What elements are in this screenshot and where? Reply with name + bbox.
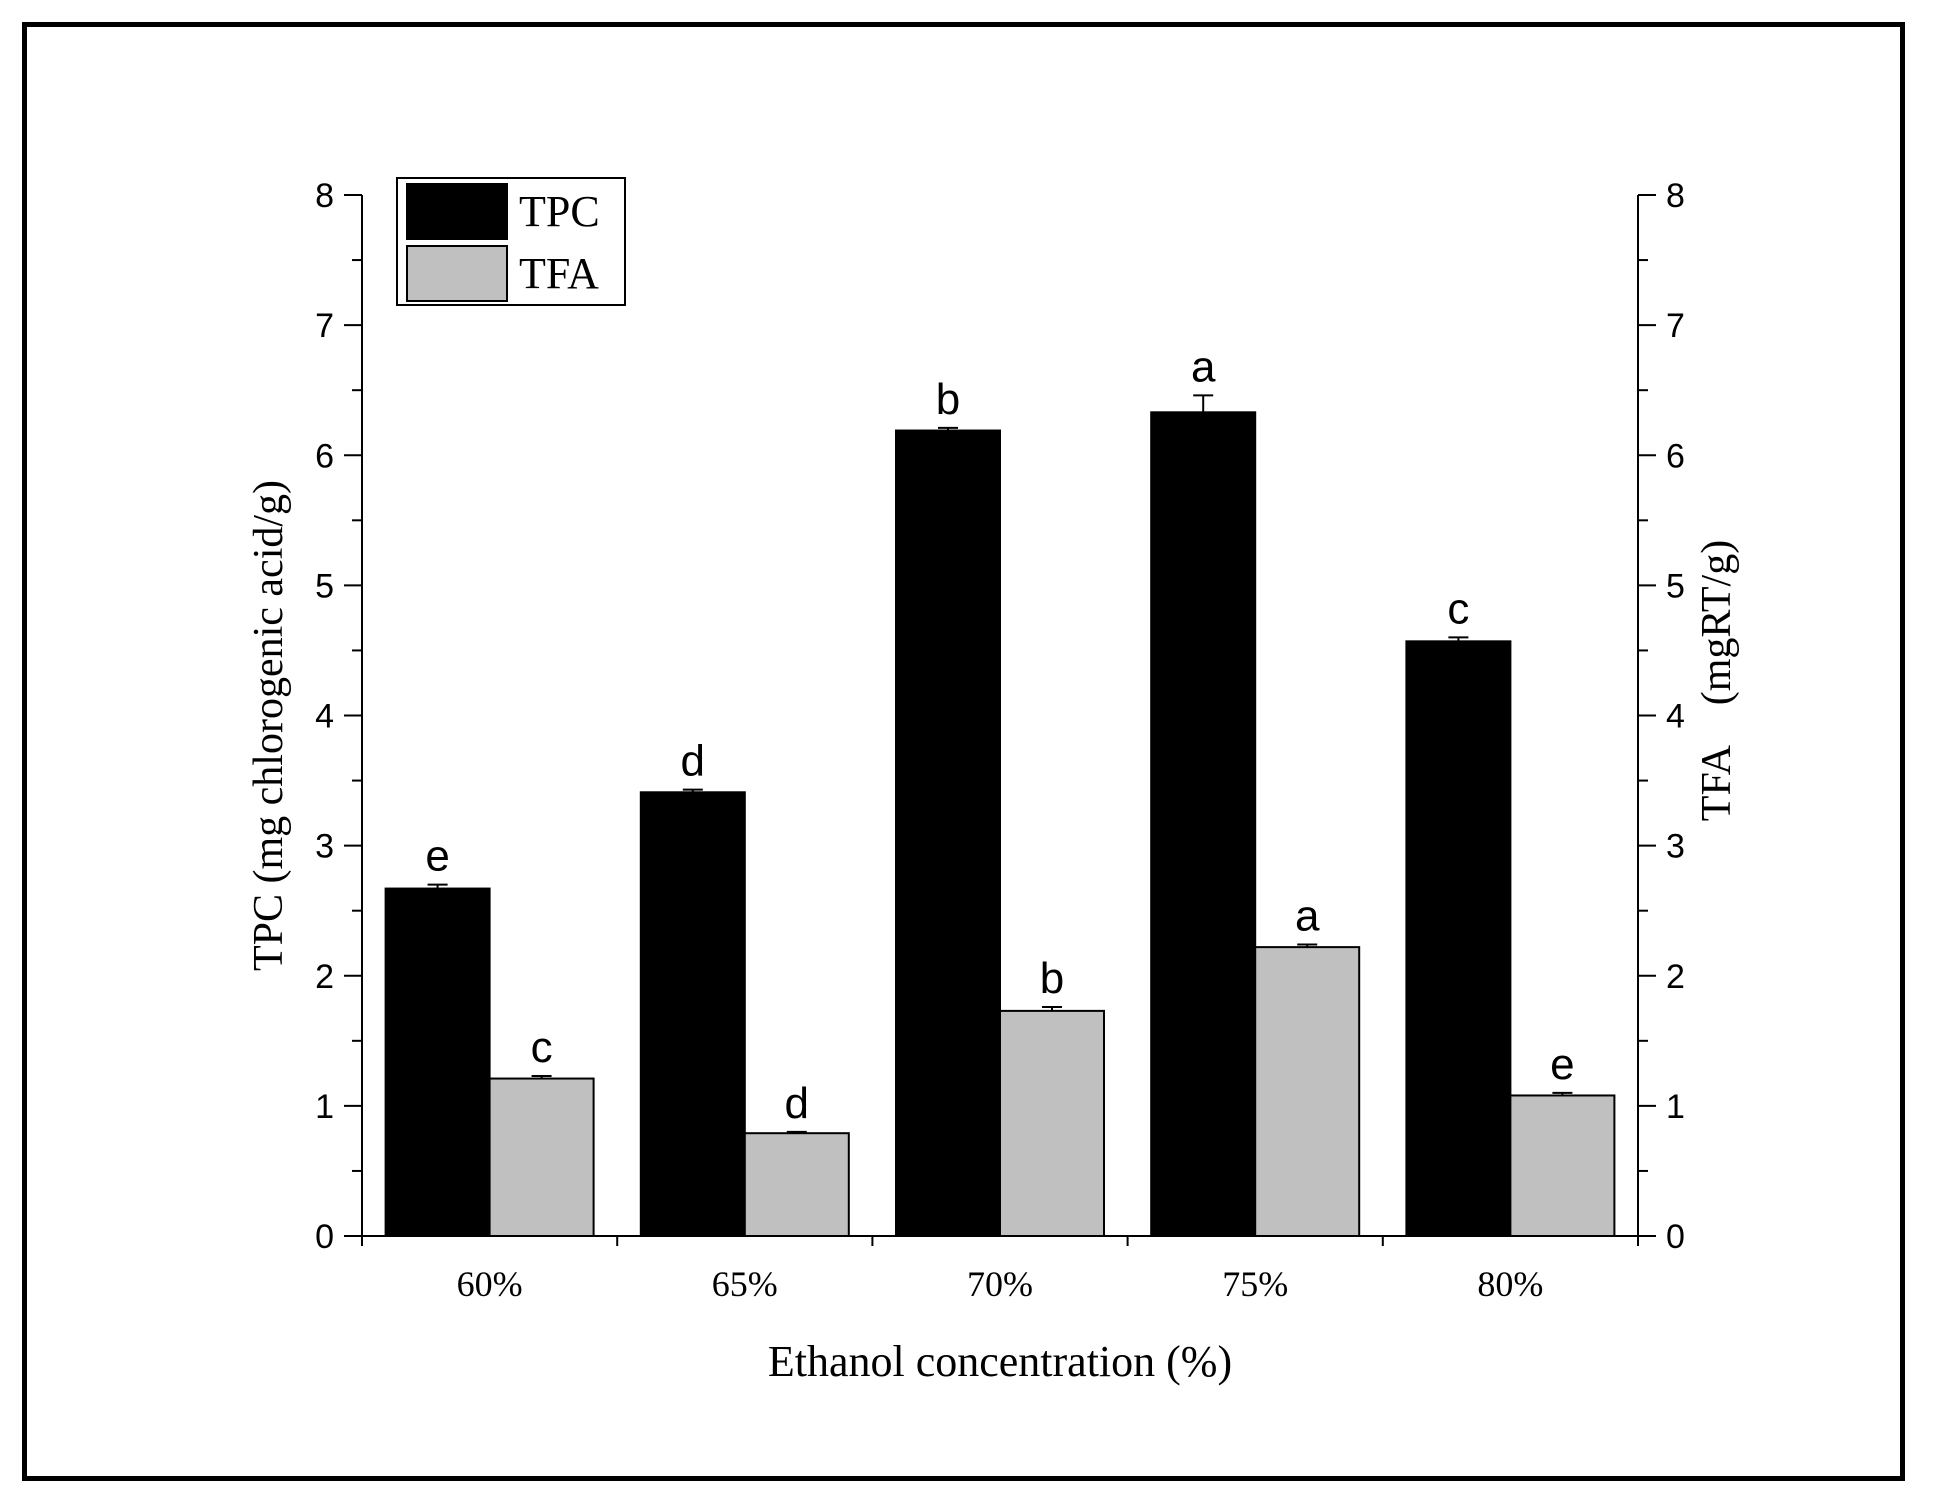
significance-letter: d	[785, 1079, 809, 1128]
y-tick-label-right: 4	[1666, 698, 1685, 736]
y-tick-label-left: 0	[315, 1218, 334, 1256]
bar-tpc-60	[384, 887, 491, 1237]
legend-swatch-tpc	[406, 183, 508, 240]
x-axis-title: Ethanol concentration (%)	[768, 1337, 1232, 1386]
y-tick-label-left: 8	[315, 177, 334, 215]
significance-letter: a	[1295, 892, 1320, 941]
significance-letter: b	[1040, 954, 1064, 1003]
bar-tfa-80	[1509, 1094, 1616, 1237]
bar-tfa-75	[1254, 946, 1361, 1237]
significance-letter: d	[681, 737, 705, 786]
significance-letter: a	[1191, 342, 1216, 391]
y-tick-label-right: 0	[1666, 1218, 1685, 1256]
y-tick-label-left: 6	[315, 437, 334, 475]
y-tick-label-left: 3	[315, 828, 334, 866]
bar-tpc-65	[639, 791, 746, 1237]
y-tick-label-right: 7	[1666, 307, 1685, 345]
bar-tpc-80	[1405, 640, 1512, 1237]
y-tick-label-left: 4	[315, 698, 334, 736]
y-tick-label-right: 3	[1666, 828, 1685, 866]
significance-letter: b	[936, 375, 960, 424]
y-tick-label-left: 2	[315, 958, 334, 996]
legend-label-tpc: TPC	[519, 187, 600, 236]
y-tick-label-right: 2	[1666, 958, 1685, 996]
bar-tpc-75	[1150, 411, 1257, 1237]
bar-tfa-60	[488, 1077, 595, 1237]
significance-letter: e	[1550, 1040, 1574, 1089]
x-tick-label: 70%	[967, 1264, 1033, 1304]
y-tick-label-right: 6	[1666, 437, 1685, 475]
bar-tpc-70	[895, 429, 1001, 1237]
x-tick-label: 75%	[1222, 1264, 1288, 1304]
y-tick-label-right: 5	[1666, 567, 1685, 605]
significance-letter: e	[425, 832, 449, 881]
y-tick-label-left: 5	[315, 567, 334, 605]
x-tick-label: 65%	[712, 1264, 778, 1304]
bar-tfa-70	[999, 1009, 1105, 1237]
legend-swatch-tfa	[406, 245, 508, 302]
y-tick-label-left: 7	[315, 307, 334, 345]
y-axis-title-right: TFA (mgRT/g)	[1694, 540, 1740, 821]
significance-letter: c	[531, 1023, 553, 1072]
legend-label-tfa: TFA	[519, 249, 599, 298]
x-tick-label: 60%	[457, 1264, 523, 1304]
bar-tfa-65	[743, 1132, 850, 1238]
y-axis-title-left: TPC (mg chlorogenic acid/g)	[246, 480, 292, 971]
y-tick-label-right: 1	[1666, 1088, 1685, 1126]
x-tick-label: 80%	[1477, 1264, 1543, 1304]
y-tick-label-left: 1	[315, 1088, 334, 1126]
significance-letter: c	[1447, 584, 1469, 633]
y-tick-label-right: 8	[1666, 177, 1685, 215]
